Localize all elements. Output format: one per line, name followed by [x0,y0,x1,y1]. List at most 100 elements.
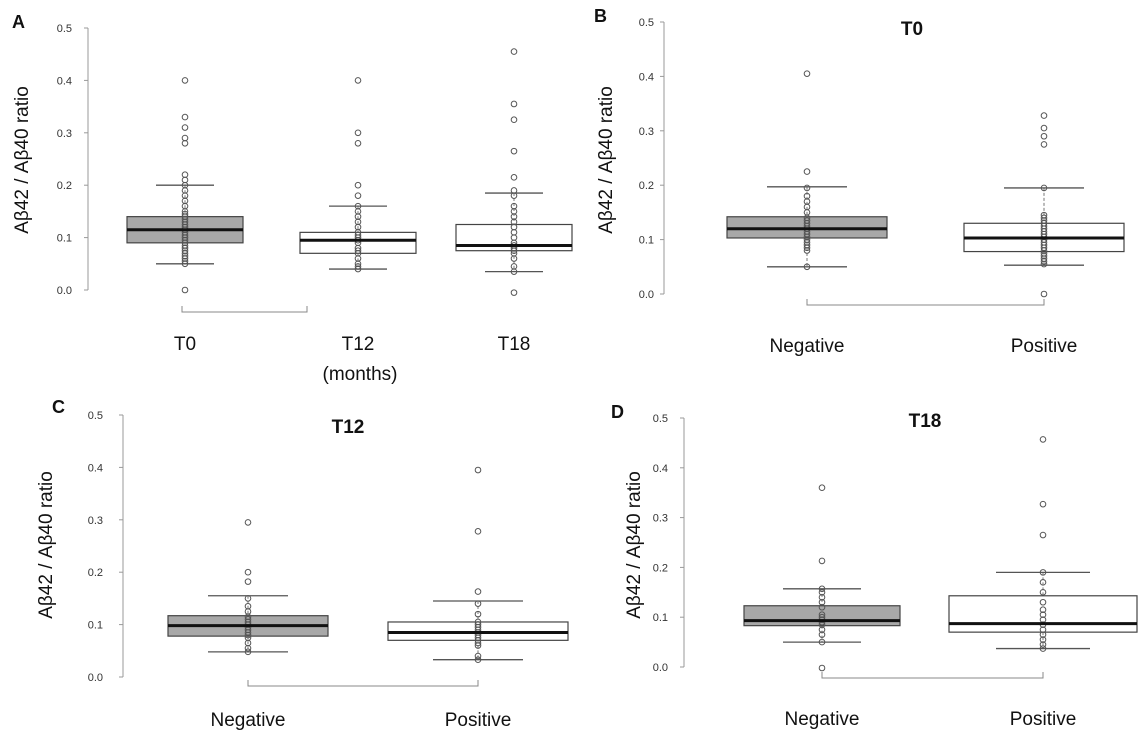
panel-title: T18 [909,411,942,432]
y-tick-label: 0.5 [653,413,668,425]
box-negative [167,519,329,656]
data-point [244,568,252,576]
data-point [354,139,362,147]
x-axis-label: (months) [323,364,398,385]
box-positive [963,112,1125,298]
data-point [474,588,482,595]
panel-letter: A [12,12,25,32]
box-positive [948,436,1138,652]
data-point [354,202,362,210]
panel-letter: B [594,6,607,26]
y-axis-label: Aβ42 / Aβ40 ratio [596,86,617,234]
data-point [1040,214,1048,222]
data-point [803,192,811,200]
data-point [1039,598,1047,606]
panel-d: D T18 0.0 0.1 0.2 0.3 0.4 0.5 Aβ42 / Aβ40 ratio N… [611,402,1138,730]
data-point [818,611,826,619]
data-point [181,134,189,142]
data-point [1039,636,1047,643]
data-point [354,192,362,199]
data-point [1040,124,1048,132]
data-point [1039,569,1047,576]
y-tick-label: 0.2 [88,567,103,579]
y-tick-label: 0.2 [653,562,668,574]
data-point [818,631,826,638]
data-point [244,595,252,602]
data-point [818,664,826,672]
data-point [1040,132,1048,140]
x-axis-bracket [806,299,1045,306]
data-point [474,466,482,474]
data-point [354,263,362,270]
y-axis-label: Aβ42 / Aβ40 ratio [12,86,33,234]
category-label: Negative [211,710,286,730]
box-t0 [126,77,244,294]
panel-letter: D [611,402,624,422]
data-point [181,210,189,218]
y-tick-label: 0.3 [639,126,654,138]
y-tick-label: 0.1 [653,612,668,624]
y-tick-label: 0.0 [88,672,103,684]
category-label: Positive [1011,336,1078,357]
box-negative [743,484,901,672]
data-point [181,286,189,294]
data-point [244,616,252,623]
panel-letter: C [52,397,65,417]
data-point [510,202,518,210]
y-tick-label: 0.5 [88,410,103,422]
category-label: Negative [785,709,860,730]
data-point [354,181,362,189]
data-point [1039,579,1047,586]
data-point [1039,626,1047,633]
data-point [803,70,811,77]
data-point [1039,645,1047,652]
y-tick-label: 0.1 [57,233,72,245]
data-point [818,603,826,611]
data-point [1039,641,1047,648]
data-point [181,124,189,131]
data-point [510,48,518,55]
y-tick-label: 0.0 [639,289,654,301]
data-point [354,129,362,137]
data-point [181,77,189,84]
panel-a: A 0.0 0.1 0.2 0.3 0.4 0.5 Aβ42 / Aβ40 ratio T0 T1… [12,12,573,385]
y-tick-label: 0.2 [639,180,654,192]
data-point [474,621,482,628]
data-point [474,652,482,660]
y-tick-label: 0.4 [653,463,668,475]
x-axis-bracket [821,672,1044,679]
data-point [181,113,189,121]
data-point [818,626,826,633]
data-point [818,589,826,596]
category-label: T0 [174,334,196,355]
data-point [474,656,482,664]
data-point [1039,631,1047,638]
data-point [818,598,826,606]
y-tick-label: 0.4 [57,75,72,87]
data-point [510,116,518,123]
y-axis-label: Aβ42 / Aβ40 ratio [36,471,57,619]
data-point [803,184,811,192]
y-tick-label: 0.3 [653,513,668,525]
y-tick-label: 0.3 [57,128,72,140]
category-label: T12 [342,334,375,355]
data-point [510,289,518,296]
data-point [1040,184,1048,192]
y-tick-label: 0.5 [57,23,72,35]
box-t12 [299,77,417,273]
data-point [803,168,811,175]
data-point [510,100,518,108]
data-point [510,147,518,155]
y-tick-label: 0.1 [639,235,654,247]
data-point [1040,211,1048,219]
panel-title: T0 [901,19,923,40]
data-point [1039,611,1047,619]
data-point [474,610,482,618]
data-point [818,484,826,492]
data-point [474,528,482,535]
data-point [354,231,362,239]
y-axis-label: Aβ42 / Aβ40 ratio [624,471,645,619]
data-point [244,519,252,526]
category-label: T18 [498,334,531,355]
